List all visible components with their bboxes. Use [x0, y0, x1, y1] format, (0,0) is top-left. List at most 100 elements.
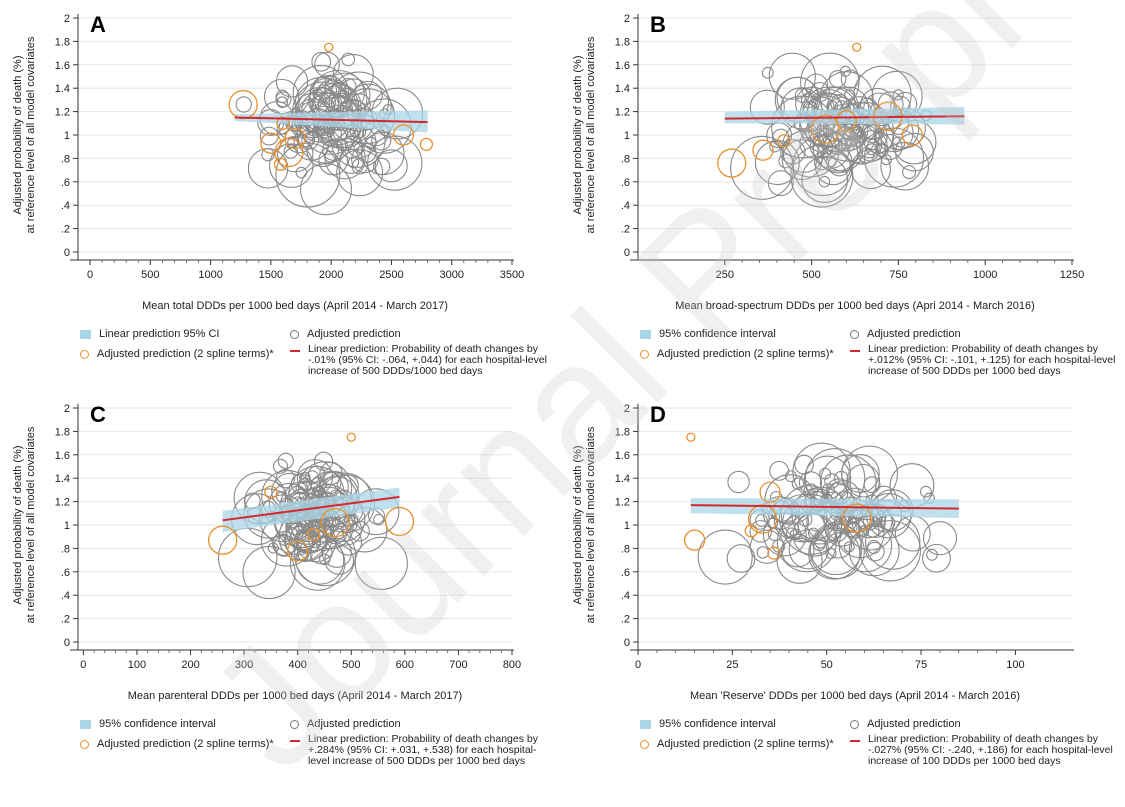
y-axis-title-line: Adjusted probability of death (%): [12, 55, 24, 215]
legend-swatch-gray: [290, 329, 299, 339]
y-tick-label: 1.6: [615, 60, 630, 72]
legend-item-ci: Linear prediction 95% CI: [80, 328, 219, 340]
bubble-point: [804, 73, 829, 98]
y-tick-label: 1.6: [55, 60, 70, 72]
bubble-point: [295, 166, 308, 179]
y-tick-label: .4: [621, 590, 630, 602]
y-tick-label: .8: [61, 153, 70, 165]
y-tick-label: 0: [64, 247, 70, 259]
y-tick-label: 2: [64, 13, 70, 25]
y-tick-label: 0: [64, 637, 70, 649]
legend-swatch-gray: [850, 329, 859, 339]
y-tick-label: .2: [621, 224, 630, 236]
bubble-point: [781, 533, 815, 568]
bubble-point: [749, 89, 785, 125]
bubble-point: [297, 86, 344, 134]
y-tick-label: .6: [621, 567, 630, 579]
bubble-point: [832, 101, 895, 164]
bubble-point: [354, 536, 408, 590]
y-axis-title-line: at reference level of all model covariat…: [585, 36, 597, 234]
ci-band: [690, 498, 959, 518]
legend-swatch-orange: [640, 739, 649, 749]
y-tick-label: 1: [64, 520, 70, 532]
legend-text: 95% confidence interval: [659, 328, 776, 340]
bubble-point: [771, 128, 790, 147]
y-tick-label: .6: [61, 567, 70, 579]
x-tick-label: 400: [288, 659, 306, 671]
ci-band: [234, 110, 428, 133]
bubble-point: [863, 476, 881, 494]
y-tick-label: .8: [621, 153, 630, 165]
bubble-point: [801, 156, 849, 203]
plot-svg-c: 0 .2 .4 .6 .8 1 1.2 1.4 1.6 1.8 2 0 100 200 300 400 500 6…: [55, 403, 521, 671]
legend-item-gray: Adjusted prediction: [850, 328, 961, 340]
bubble-point: [311, 51, 332, 72]
bubble-point: [294, 76, 349, 131]
chart-panel-b: 0 .2 .4 .6 .8 1 1.2 1.4 1.6 1.8 2 250 500 750 1000 1250…: [560, 0, 1120, 384]
x-tick-label: 75: [915, 659, 927, 671]
bubble-point: [312, 485, 325, 497]
bubble-point: [826, 520, 848, 543]
bubble-point: [859, 520, 921, 582]
bubble-point: [825, 155, 837, 168]
bubble-point: [275, 142, 341, 208]
bubble-point: [275, 91, 292, 108]
bubble-point: [242, 545, 296, 600]
bubble-point: [814, 536, 827, 549]
legend-item-orange: Adjusted prediction (2 spline terms)*: [80, 738, 274, 750]
legend-text: Adjusted prediction (2 spline terms)*: [657, 738, 834, 750]
bubble-point: [863, 127, 925, 188]
y-tick-label: .6: [621, 177, 630, 189]
bubble-point: [321, 537, 352, 568]
y-tick-label: 1.6: [55, 450, 70, 462]
bubble-point: [322, 138, 344, 161]
orange-point: [273, 157, 288, 171]
bubble-point: [865, 541, 885, 562]
orange-point: [777, 134, 791, 148]
orange-point: [744, 524, 758, 538]
bubble-point: [791, 477, 805, 491]
legend-text: Adjusted prediction (2 spline terms)*: [657, 348, 834, 360]
bubble-point: [749, 520, 772, 543]
legend-item-ci: 95% confidence interval: [640, 328, 776, 340]
x-tick-label: 2000: [319, 269, 343, 281]
legend-swatch-orange: [80, 739, 89, 749]
bubble-point: [371, 130, 392, 151]
bubble-point: [849, 126, 862, 139]
y-tick-label: .4: [61, 200, 70, 212]
y-tick-label: 2: [624, 13, 630, 25]
x-tick-label: 25: [726, 659, 738, 671]
bubble-point: [367, 135, 423, 191]
fit-line: [234, 116, 428, 124]
bubble-point: [272, 458, 289, 474]
bubble-point: [294, 524, 356, 587]
legend: 95% confidence interval Adjusted predicti…: [640, 716, 1115, 772]
plot-svg-a: 0 .2 .4 .6 .8 1 1.2 1.4 1.6 1.8 2 0 500 1000 1500 2000 2…: [55, 13, 525, 281]
bubble-point: [307, 465, 326, 484]
panel-label: D: [650, 402, 666, 427]
y-tick-label: .6: [61, 177, 70, 189]
bubble-point: [726, 544, 756, 573]
legend-swatch-orange: [80, 349, 89, 359]
legend-text: Linear prediction: Probability of death …: [868, 733, 1113, 767]
x-tick-label: 200: [181, 659, 199, 671]
bubble-point: [784, 470, 797, 483]
legend-swatch-ci: [80, 329, 91, 339]
x-tick-label: 500: [141, 269, 159, 281]
x-tick-label: 2500: [379, 269, 403, 281]
y-tick-label: 1.8: [615, 426, 630, 438]
y-axis-title: Adjusted probability of death (%) at refe…: [12, 405, 40, 645]
chart-panel-a: 0 .2 .4 .6 .8 1 1.2 1.4 1.6 1.8 2 0 500 1000 1500 2000 2…: [0, 0, 560, 384]
bubble-point: [821, 483, 835, 497]
x-tick-label: 3000: [439, 269, 463, 281]
y-axis-title: Adjusted probability of death (%) at refe…: [12, 15, 40, 255]
y-axis-title: Adjusted probability of death (%) at refe…: [572, 15, 600, 255]
y-tick-label: .2: [621, 614, 630, 626]
orange-point: [752, 139, 774, 161]
plot-svg-b: 0 .2 .4 .6 .8 1 1.2 1.4 1.6 1.8 2 250 500 750 1000 1250: [615, 13, 1085, 281]
bubble-point: [314, 51, 340, 78]
orange-point: [392, 124, 415, 146]
bubble-point: [312, 78, 338, 103]
bubble-point: [894, 515, 931, 552]
chart-panel-d: 0 .2 .4 .6 .8 1 1.2 1.4 1.6 1.8 2 0 25 50 75 100 D Adjust…: [560, 390, 1120, 774]
